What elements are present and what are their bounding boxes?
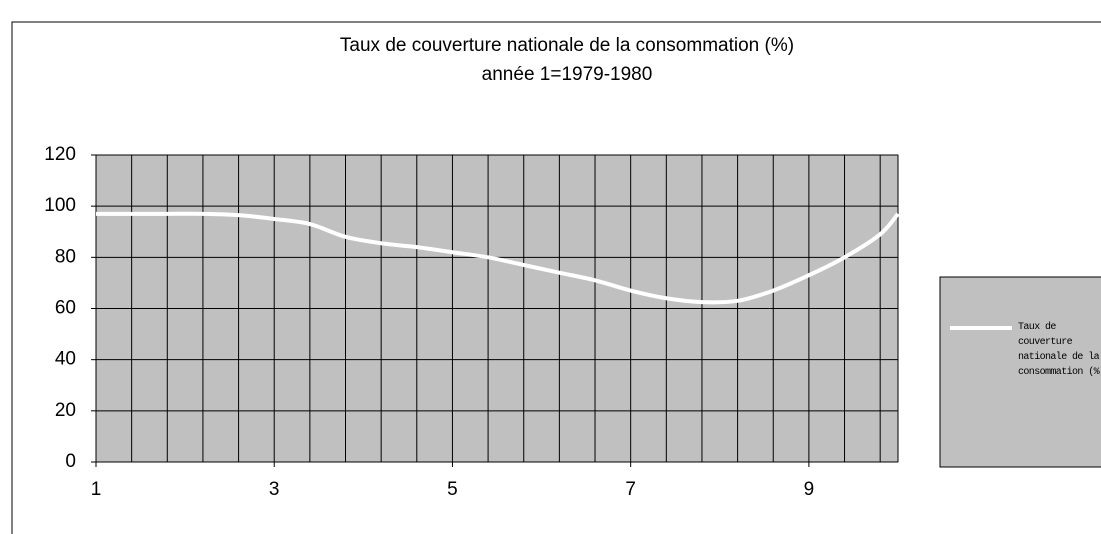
y-tick-label: 100 <box>44 195 76 216</box>
chart-frame <box>11 21 1101 534</box>
legend-box <box>939 276 1101 468</box>
y-tick-label: 0 <box>65 451 76 472</box>
y-tick-label: 80 <box>55 246 76 267</box>
y-tick-label: 40 <box>55 349 76 370</box>
x-tick-label: 5 <box>447 479 458 500</box>
x-tick-label: 7 <box>625 479 636 500</box>
y-tick-label: 120 <box>44 144 76 165</box>
x-tick-label: 9 <box>804 479 815 500</box>
legend-label: Taux de couverture nationale de la conso… <box>1018 322 1101 378</box>
y-tick-label: 60 <box>55 298 76 319</box>
x-tick-label: 1 <box>91 479 102 500</box>
chart-title: Taux de couverture nationale de la conso… <box>340 35 794 56</box>
y-tick-label: 20 <box>55 400 76 421</box>
chart-subtitle: année 1=1979-1980 <box>482 64 653 85</box>
x-tick-label: 3 <box>269 479 280 500</box>
data-line <box>95 211 900 305</box>
